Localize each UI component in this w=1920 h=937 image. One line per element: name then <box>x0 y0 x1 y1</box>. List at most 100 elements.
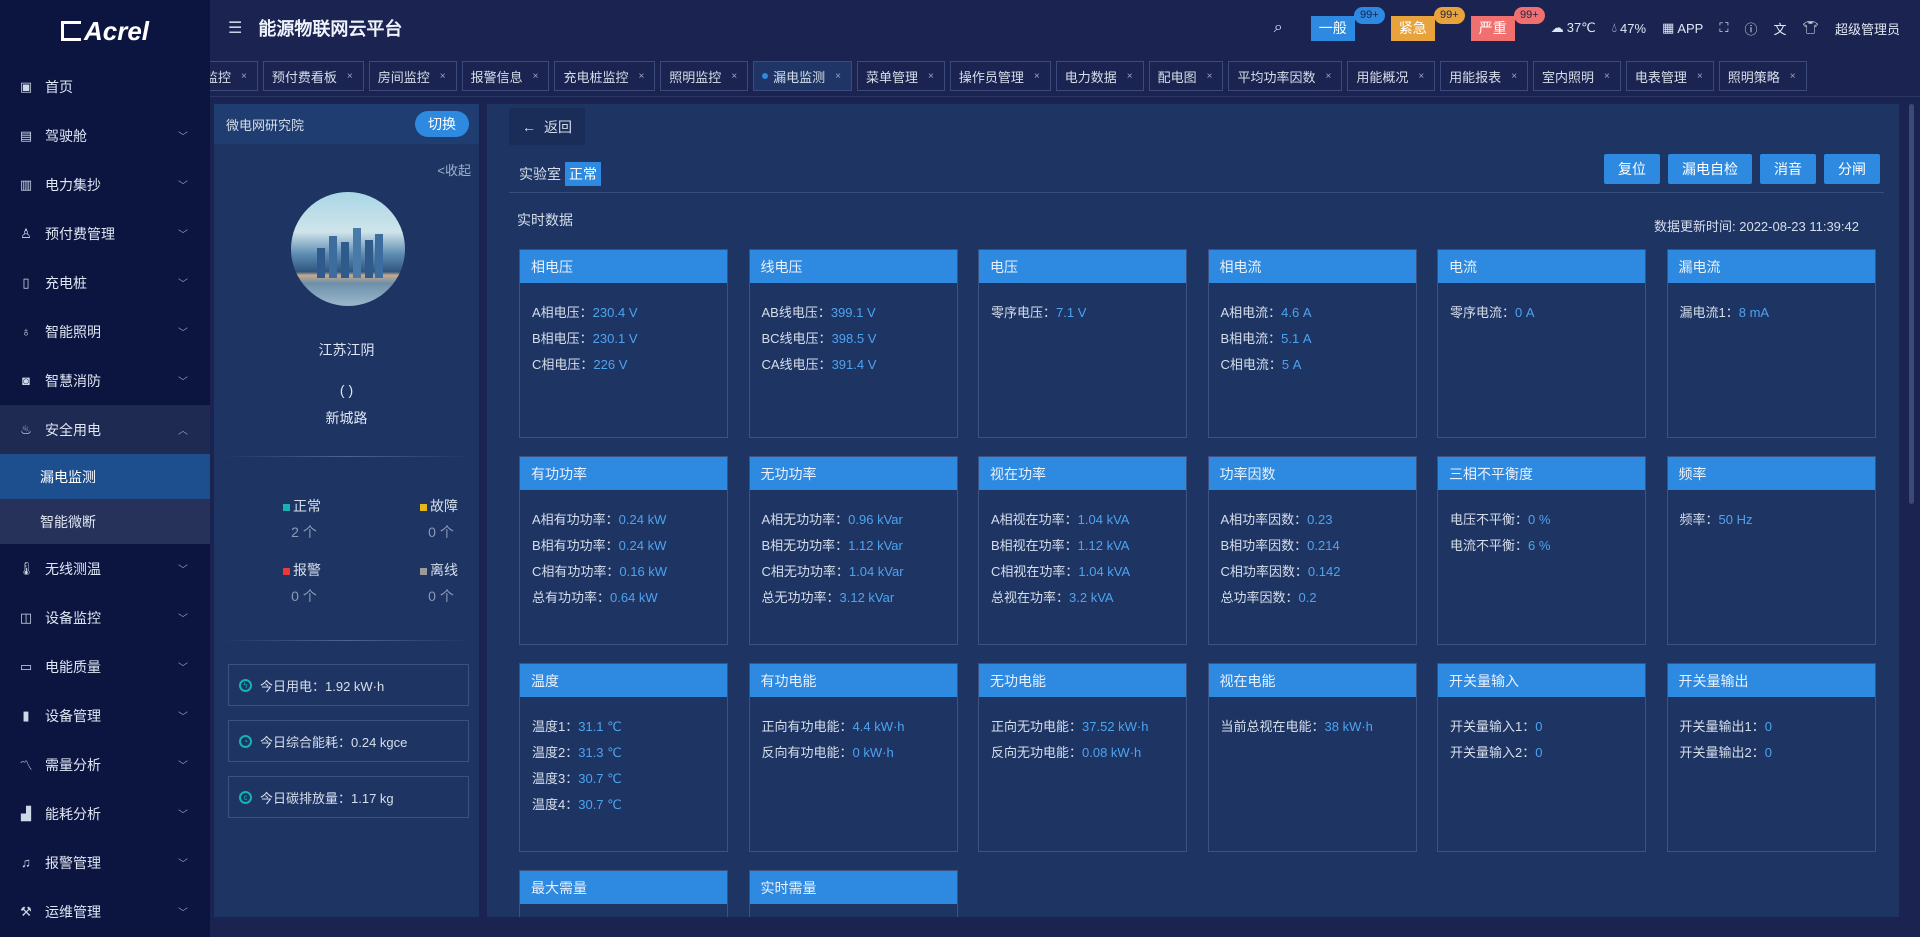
line-label: AB线电压： <box>761 305 831 320</box>
card-line: 温度2：31.3 ℃ <box>532 742 622 761</box>
stat-unit: 个 <box>302 524 317 540</box>
tab[interactable]: 报警信息 × <box>461 61 550 91</box>
close-icon[interactable]: × <box>1511 70 1518 82</box>
chevron-down-icon: ﹀ <box>178 908 188 919</box>
close-icon[interactable]: × <box>532 70 539 82</box>
tab[interactable]: 照明监控 × <box>660 61 749 91</box>
tab[interactable]: 用能概况 × <box>1347 61 1436 91</box>
close-icon[interactable]: × <box>638 70 645 82</box>
user-menu[interactable]: 超级管理员 <box>1834 21 1900 37</box>
theme-shirt-icon[interactable]: 👕︎ <box>1802 20 1819 35</box>
sidebar-item[interactable]: ▮ 设备管理 ﹀ <box>0 691 210 740</box>
close-icon[interactable]: × <box>346 70 353 82</box>
sidebar-item[interactable]: ▭ 电能质量 ﹀ <box>0 642 210 691</box>
tab-label: 照明监控 <box>669 69 722 85</box>
action-button[interactable]: 消音 <box>1760 154 1816 184</box>
data-card: 线电压 AB线电压：399.1 V BC线电压：398.5 V CA线电压：391.4… <box>748 249 958 438</box>
close-icon[interactable]: × <box>1033 70 1040 82</box>
bulb-icon: ♁ <box>21 324 31 339</box>
close-icon[interactable]: × <box>439 70 446 82</box>
tab[interactable]: 监控 × <box>210 61 258 91</box>
sidebar-item[interactable]: 〽需量分析 ﹀ <box>0 740 210 789</box>
card-line: A相无功功率：0.96 kVar <box>762 509 903 528</box>
sidebar-subitem[interactable]: 智能微断 <box>0 499 210 544</box>
tab[interactable]: 平均功率因数 × <box>1228 61 1343 91</box>
data-card: 三相不平衡度 电压不平衡：0 % 电流不平衡：6 % <box>1437 456 1646 645</box>
sidebar-item[interactable]: 🌡︎ 无线测温 ﹀ <box>0 544 210 593</box>
app-button[interactable]: ▦ APP <box>1662 20 1703 36</box>
help-icon[interactable]: ⓘ <box>1744 21 1758 37</box>
line-value: 0.24 kW <box>618 538 667 553</box>
sidebar-item[interactable]: ▤ 驾驶舱 ﹀ <box>0 111 210 160</box>
action-button[interactable]: 漏电自检 <box>1668 154 1752 184</box>
search-icon[interactable]: ⌕ <box>1273 19 1283 36</box>
data-card: 相电压 A相电压：230.4 V B相电压：230.1 V C相电压：226 V <box>519 249 728 438</box>
tab[interactable]: 室内照明 × <box>1533 61 1621 91</box>
line-value: 0 <box>1535 719 1543 734</box>
tab[interactable]: 操作员管理 × <box>949 61 1051 91</box>
tab[interactable]: 预付费看板 × <box>262 61 364 91</box>
card-title: 相电流 <box>1208 250 1416 283</box>
sidebar-item[interactable]: ▟ 能耗分析 ﹀ <box>0 789 210 838</box>
tab[interactable]: 漏电监测 × <box>753 61 853 91</box>
collapse-link[interactable]: <收起 <box>437 163 471 178</box>
line-value: 1.04 kVA <box>1078 564 1131 579</box>
switch-button[interactable]: 切换 <box>415 111 469 137</box>
close-icon[interactable]: × <box>1206 70 1213 82</box>
tab[interactable]: 菜单管理 × <box>857 61 945 91</box>
close-icon[interactable]: × <box>928 70 934 82</box>
scrollbar[interactable] <box>1909 104 1914 504</box>
line-label: A相电流： <box>1220 305 1282 320</box>
alarm-level-button[interactable]: 一般 99+ <box>1310 6 1385 41</box>
action-button[interactable]: 分闸 <box>1824 154 1880 184</box>
sidebar-item[interactable]: ▥ 电力集抄 ﹀ <box>0 160 210 209</box>
close-icon[interactable]: × <box>1418 70 1425 82</box>
sidebar-item[interactable]: ♨ 安全用电 ︿ <box>0 405 210 454</box>
close-icon[interactable]: × <box>1126 70 1133 82</box>
line-label: 正向有功电能： <box>761 719 853 734</box>
back-button[interactable]: ← 返回 <box>509 108 585 145</box>
close-icon[interactable]: × <box>241 70 247 82</box>
alarm-label: 紧急 <box>1398 20 1427 36</box>
language-icon[interactable]: 文 <box>1773 21 1787 37</box>
line-value: 6 % <box>1528 538 1551 553</box>
sidebar-item[interactable]: ♁ 智能照明 ﹀ <box>0 307 210 356</box>
close-icon[interactable]: × <box>731 70 738 82</box>
sidebar-item[interactable]: ♫ 报警管理 ﹀ <box>0 838 210 887</box>
alarm-level-button[interactable]: 严重 99+ <box>1470 6 1545 41</box>
close-icon[interactable]: × <box>1604 70 1610 82</box>
stat-value: 0 <box>428 524 436 540</box>
tab[interactable]: 电力数据 × <box>1055 61 1144 91</box>
close-icon[interactable]: × <box>1696 70 1703 82</box>
sidebar-subitem[interactable]: 漏电监测 <box>0 454 210 499</box>
tab[interactable]: 房间监控 × <box>368 61 457 91</box>
sidebar-item[interactable]: ▣ 首页 <box>0 62 210 111</box>
close-icon[interactable]: × <box>1789 70 1796 82</box>
sidebar-item[interactable]: ◫ 设备监控 ﹀ <box>0 593 210 642</box>
card-line: AB线电压：399.1 V <box>762 302 876 321</box>
data-card: 最大需量 <box>519 870 728 917</box>
close-icon[interactable]: × <box>1325 70 1332 82</box>
data-card: 无功电能 正向无功电能：37.52 kW·h 反向无功电能：0.08 kW·h <box>978 663 1187 852</box>
sidebar-item[interactable]: ◙ 智慧消防 ﹀ <box>0 356 210 405</box>
tab[interactable]: 用能报表 × <box>1440 61 1529 91</box>
tab[interactable]: 充电桩监控 × <box>554 61 656 91</box>
close-icon[interactable]: × <box>835 70 842 82</box>
alarm-level-button[interactable]: 紧急 99+ <box>1390 6 1465 41</box>
tab[interactable]: 电表管理 × <box>1625 61 1714 91</box>
fullscreen-icon[interactable]: ⛶ <box>1719 20 1729 35</box>
line-value: 0.142 <box>1307 564 1341 579</box>
card-title: 视在电能 <box>1208 664 1416 697</box>
line-value: 1.04 kVA <box>1077 512 1130 527</box>
sidebar-item[interactable]: ♙ 预付费管理 ﹀ <box>0 209 210 258</box>
action-button[interactable]: 复位 <box>1604 154 1660 184</box>
menu-toggle-icon[interactable]: ☰ <box>228 20 243 37</box>
sidebar-item[interactable]: ▯ 充电桩 ﹀ <box>0 258 210 307</box>
line-value: 0 <box>1764 745 1772 760</box>
tab[interactable]: 配电图 × <box>1148 61 1224 91</box>
bar-chart-icon: ▟ <box>21 805 31 821</box>
line-label: CA线电压： <box>761 357 832 372</box>
stat-label-row: 故障 <box>394 496 484 516</box>
tab[interactable]: 照明策略 × <box>1718 61 1807 91</box>
sidebar-item[interactable]: ⚒ 运维管理 ﹀ <box>0 887 210 936</box>
